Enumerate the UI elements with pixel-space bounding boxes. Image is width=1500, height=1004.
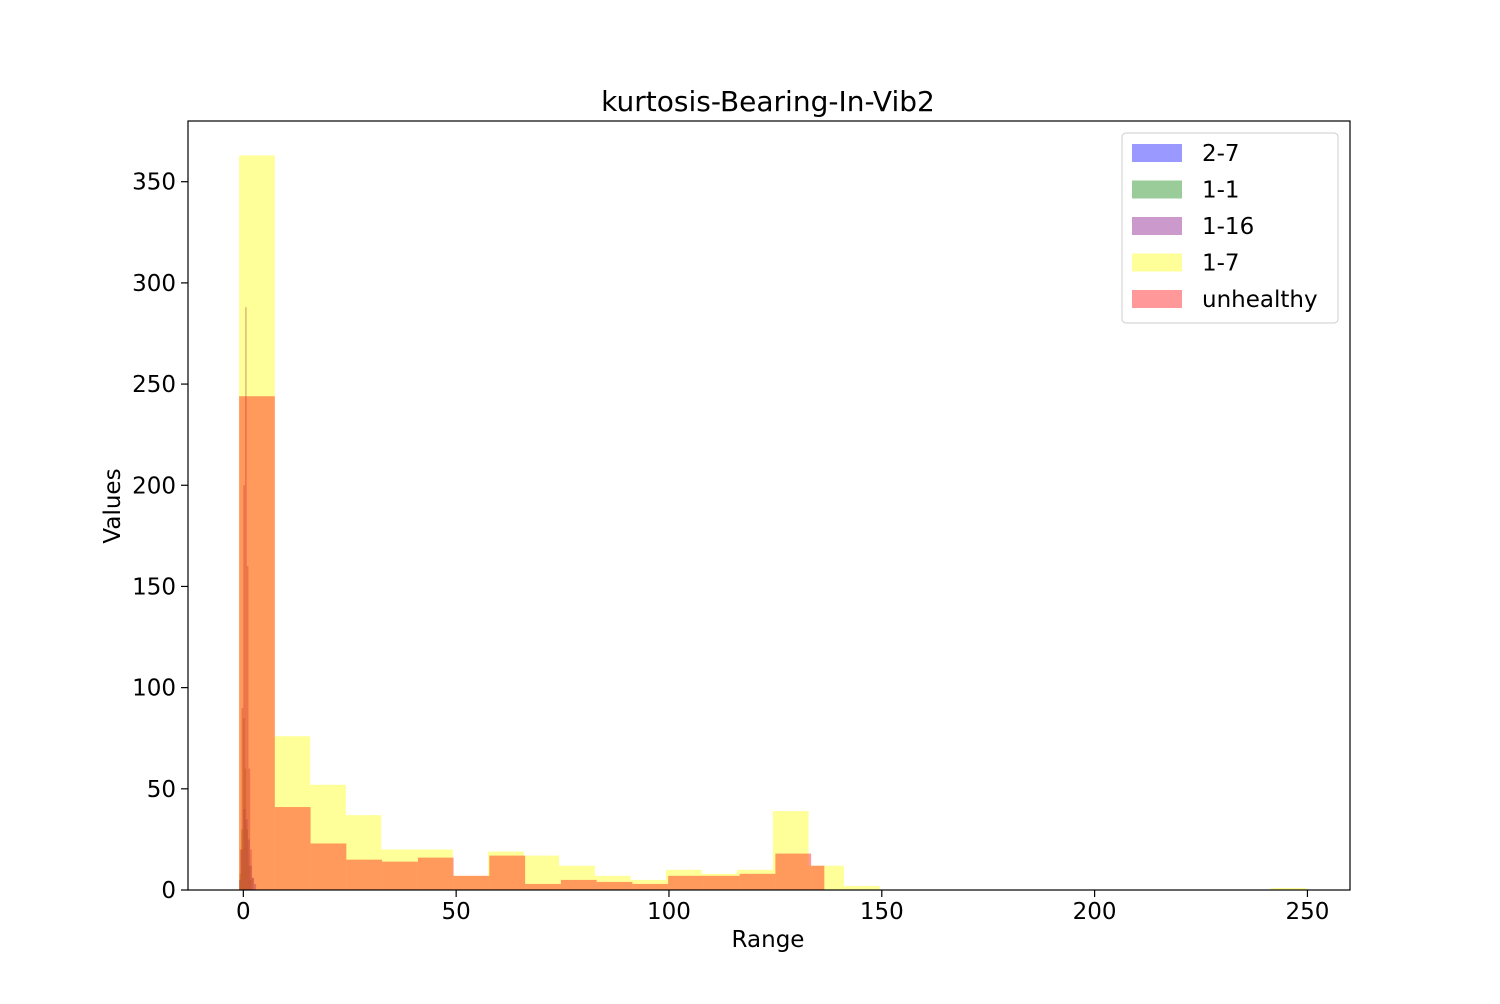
histogram-bar-1-16-6 — [250, 849, 252, 890]
x-tick-label: 50 — [442, 899, 471, 925]
histogram-bar-unhealthy-10 — [596, 881, 633, 890]
histogram-bar-unhealthy-13 — [703, 875, 740, 890]
histogram-bar-1-16-3 — [245, 307, 247, 890]
legend-swatch-1-1 — [1132, 180, 1182, 199]
histogram-bar-2-7-0 — [239, 879, 242, 890]
histogram-bar-1-16-7 — [251, 877, 254, 890]
histogram-bar-1-16-5 — [248, 768, 251, 890]
histogram-bar-1-7-13 — [701, 873, 738, 890]
y-tick-label: 0 — [161, 878, 176, 904]
histogram-bar-unhealthy-7 — [489, 855, 526, 890]
y-axis-label: Values — [100, 468, 126, 543]
histogram-bar-1-16-0 — [239, 849, 242, 890]
histogram-bar-2-7-4 — [247, 839, 250, 890]
histogram-bar-unhealthy-9 — [560, 879, 597, 890]
histogram-bar-1-7-9 — [559, 865, 595, 890]
y-tick-label: 250 — [132, 372, 176, 398]
histogram-bar-unhealthy-12 — [668, 875, 704, 890]
histogram-bar-1-7-12 — [665, 869, 702, 890]
y-tick-label: 100 — [132, 676, 176, 702]
bars-group — [239, 155, 1307, 890]
x-axis-label: Range — [732, 927, 805, 953]
histogram-bar-1-1-6 — [249, 879, 252, 890]
legend-swatch-unhealthy — [1132, 290, 1182, 308]
histogram-bar-1-7-15 — [772, 811, 809, 890]
y-axis: 0 50 100 150 200 250 300 350 — [132, 170, 188, 904]
histogram-bar-1-7-6 — [452, 875, 489, 890]
histogram-bar-1-7-14 — [737, 869, 773, 890]
histogram-bar-2-7-6 — [251, 877, 254, 890]
histogram-bar-1-7-8 — [523, 855, 560, 890]
histogram-bar-unhealthy-3 — [346, 859, 383, 890]
x-tick-label: 200 — [1073, 899, 1117, 925]
y-tick-label: 150 — [132, 574, 176, 600]
legend: 2-7 1-1 1-16 1-7 unhealthy — [1121, 132, 1339, 324]
histogram-bar-unhealthy-8 — [525, 883, 561, 890]
histogram-bar-1-1-2 — [242, 717, 245, 890]
legend-swatch-1-16 — [1132, 217, 1182, 235]
histogram-bar-1-7-7 — [488, 851, 524, 890]
y-tick-label: 300 — [132, 271, 176, 297]
x-axis: 0 50 100 150 200 250 — [236, 890, 1329, 925]
histogram-bar-2-7-2 — [243, 809, 246, 890]
histogram-bar-1-7-1 — [274, 736, 311, 890]
legend-label-2-7: 2-7 — [1202, 141, 1240, 167]
plot-frame — [187, 120, 1351, 891]
histogram-bar-1-1-0 — [239, 873, 242, 890]
x-tick-label: 150 — [860, 899, 904, 925]
histogram-bar-1-7-16 — [808, 865, 844, 890]
legend-label-1-7: 1-7 — [1202, 251, 1240, 277]
histogram-bar-unhealthy-2 — [310, 843, 347, 890]
legend-swatch-2-7 — [1132, 144, 1182, 162]
histogram-bar-1-1-5 — [248, 865, 250, 890]
histogram-bar-1-16-2 — [243, 485, 246, 890]
chart-title: kurtosis-Bearing-In-Vib2 — [601, 85, 935, 118]
histogram-bar-1-1-1 — [241, 829, 243, 890]
y-tick-label: 50 — [147, 777, 176, 803]
x-tick-label: 0 — [236, 899, 251, 925]
histogram-bar-1-7-3 — [345, 815, 382, 890]
histogram-bar-2-7-3 — [245, 819, 248, 890]
histogram-bar-2-7-1 — [241, 849, 244, 890]
legend-label-1-1: 1-1 — [1202, 178, 1240, 204]
histogram-bar-unhealthy-16 — [811, 865, 825, 890]
x-tick-label: 100 — [647, 899, 691, 925]
y-tick-label: 200 — [132, 473, 176, 499]
legend-box — [1121, 132, 1339, 324]
histogram-bar-2-7-5 — [249, 865, 252, 890]
histogram-bar-1-1-4 — [246, 829, 249, 890]
histogram-bar-1-7-17 — [843, 885, 880, 890]
histogram-bar-unhealthy-5 — [417, 857, 454, 890]
legend-label-1-16: 1-16 — [1202, 214, 1254, 240]
histogram-bar-1-16-4 — [246, 566, 249, 890]
histogram-bar-1-7-5 — [416, 849, 453, 890]
histogram-bar-1-7-4 — [381, 849, 417, 890]
histogram-bar-unhealthy-14 — [739, 873, 776, 890]
histogram-bar-1-1-3 — [244, 768, 247, 890]
histogram-bar-unhealthy-4 — [382, 861, 418, 890]
y-tick-label: 350 — [132, 170, 176, 196]
x-tick-label: 250 — [1285, 899, 1329, 925]
histogram-bar-1-7-0 — [239, 155, 275, 890]
histogram-bar-unhealthy-0 — [239, 396, 275, 890]
histogram-bar-unhealthy-6 — [453, 875, 490, 890]
histogram-bar-1-7-10 — [594, 875, 631, 890]
histogram-bar-1-7-2 — [310, 784, 346, 890]
histogram-bar-unhealthy-15 — [775, 853, 812, 890]
histogram-bar-unhealthy-1 — [274, 807, 311, 890]
legend-label-unhealthy: unhealthy — [1202, 287, 1318, 313]
histogram-bar-1-7-29 — [1270, 887, 1307, 890]
histogram-bar-unhealthy-11 — [632, 883, 669, 890]
histogram-bar-1-7-11 — [630, 879, 666, 890]
histogram-bar-1-16-1 — [241, 707, 244, 890]
legend-swatch-1-7 — [1132, 253, 1182, 272]
histogram-bar-2-7-7 — [253, 883, 257, 890]
